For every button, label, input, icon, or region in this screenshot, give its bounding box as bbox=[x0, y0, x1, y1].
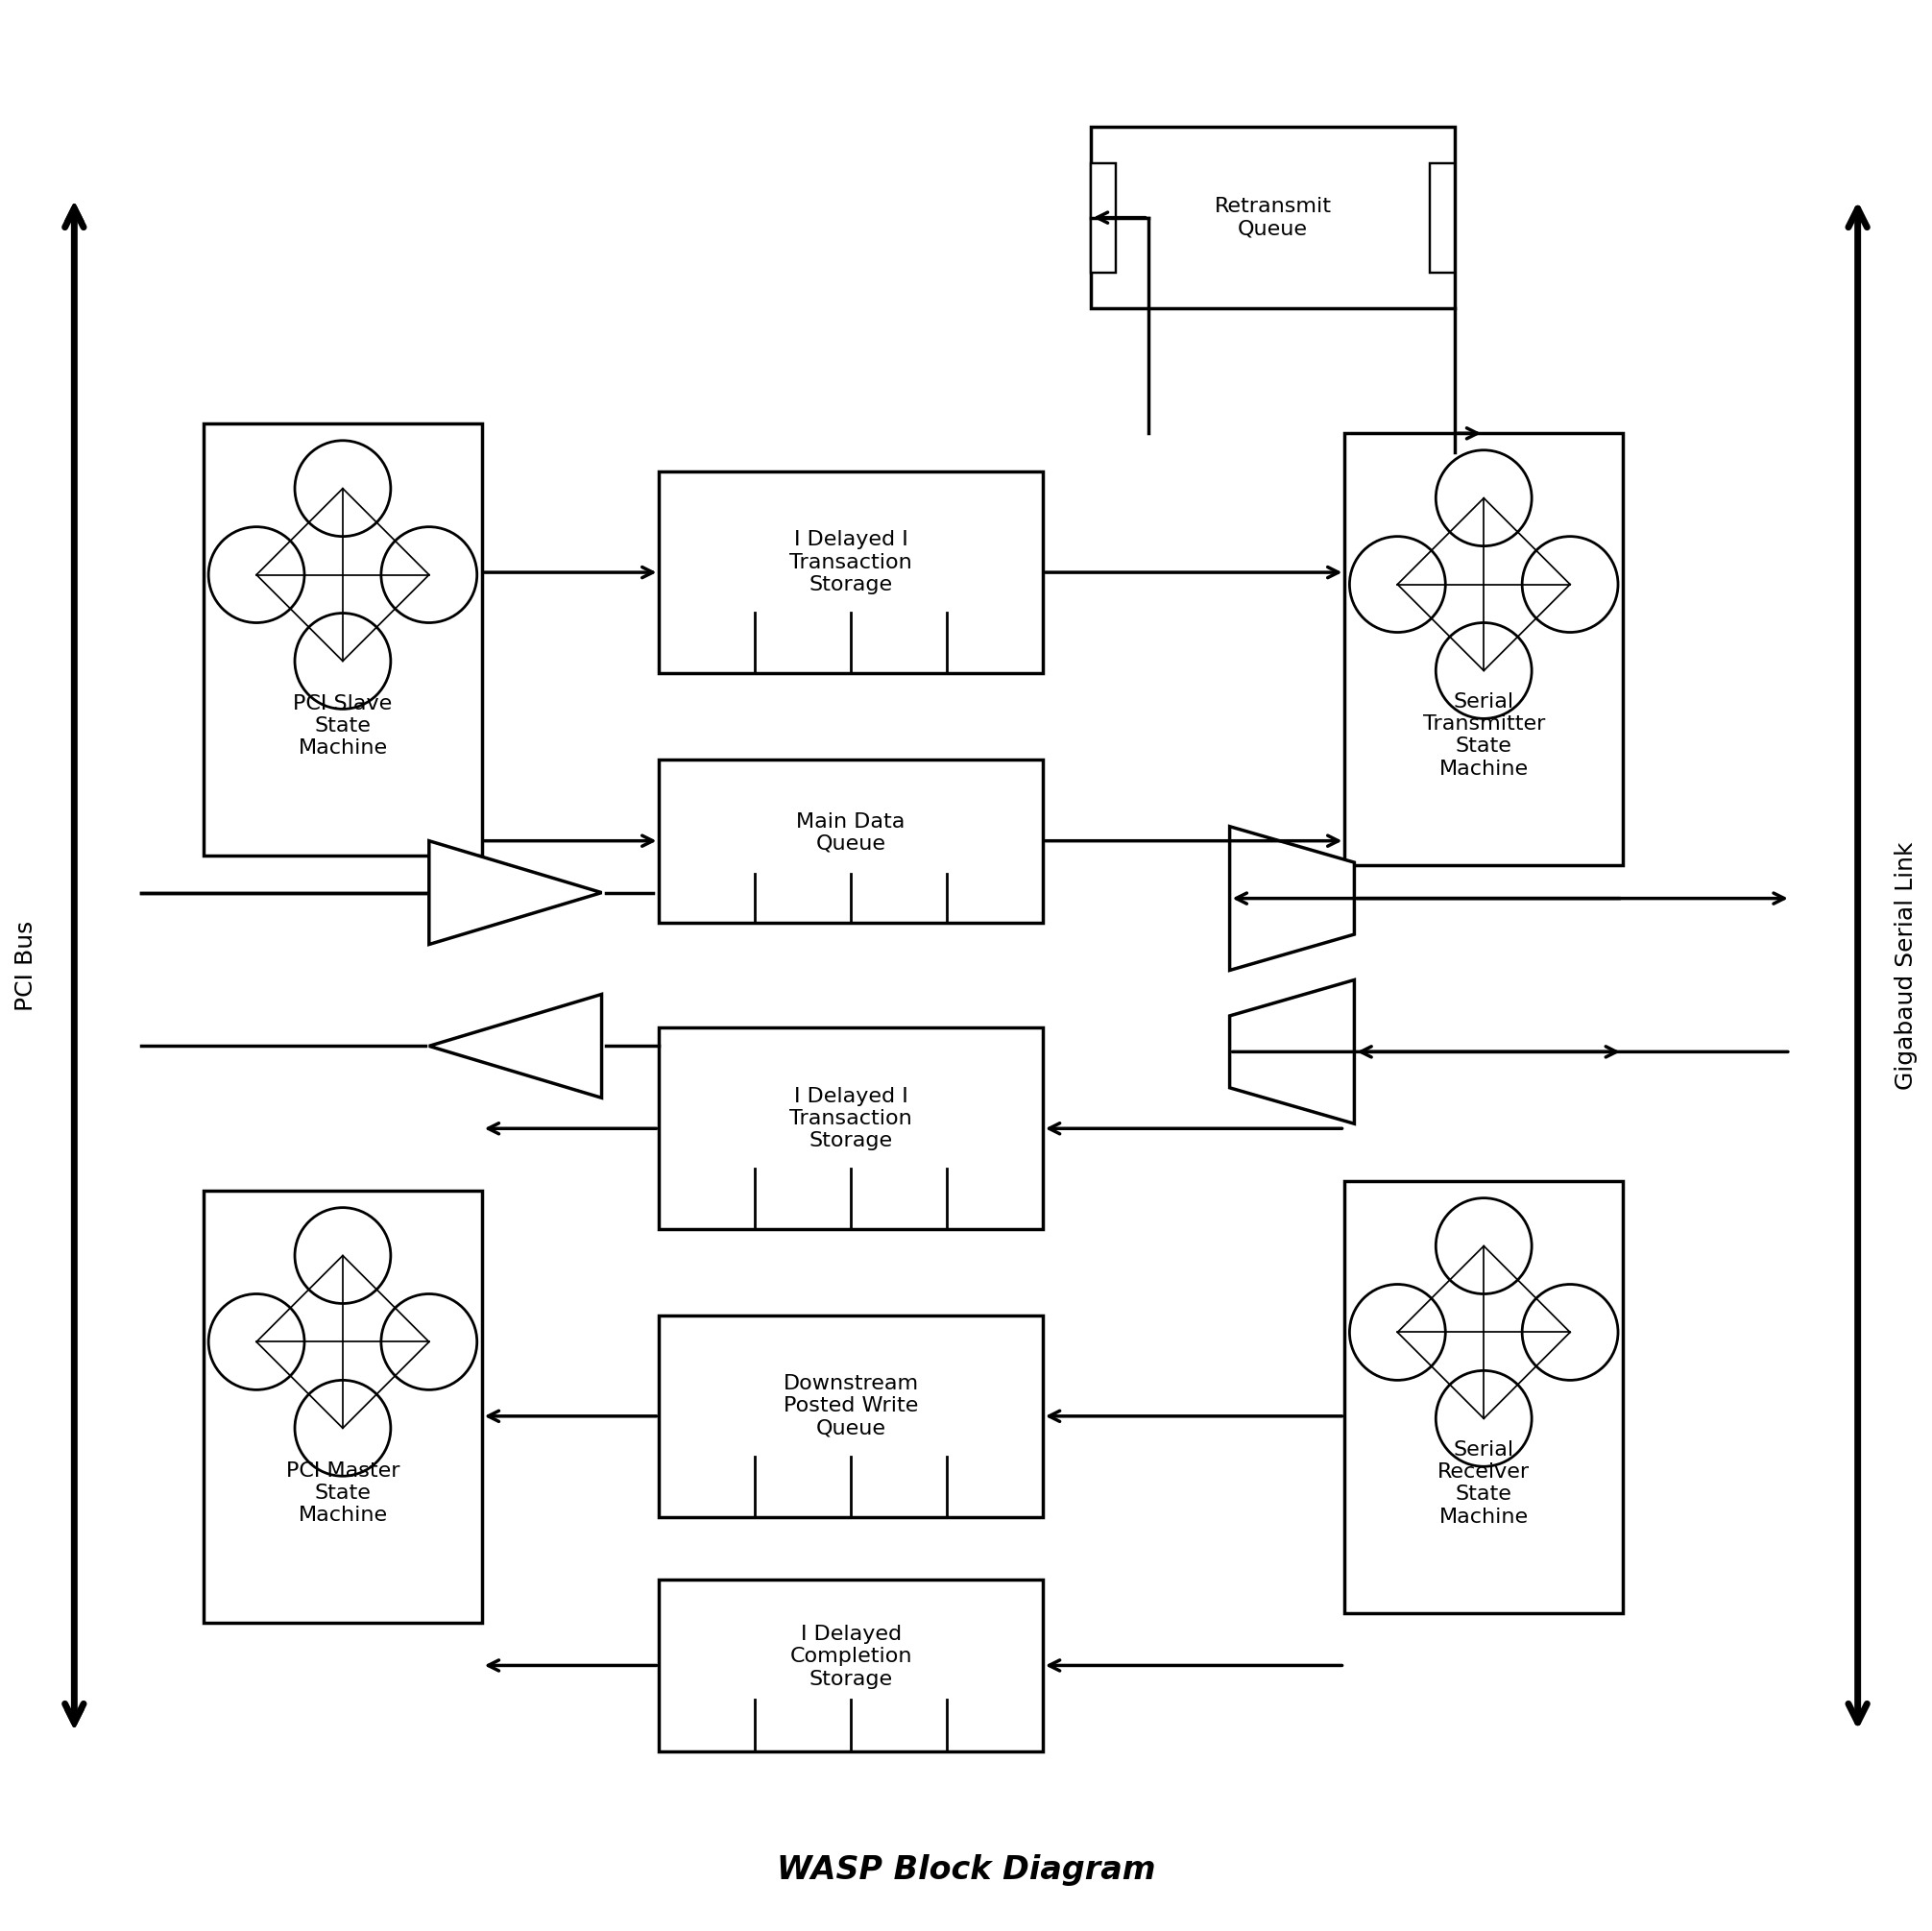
Circle shape bbox=[296, 1207, 390, 1303]
FancyBboxPatch shape bbox=[203, 1191, 481, 1622]
Circle shape bbox=[296, 614, 390, 709]
Bar bbox=[659, 1027, 1043, 1230]
Circle shape bbox=[1435, 1197, 1532, 1294]
Bar bbox=[659, 1580, 1043, 1751]
Text: Main Data
Queue: Main Data Queue bbox=[796, 811, 906, 854]
Circle shape bbox=[1435, 1371, 1532, 1466]
Polygon shape bbox=[429, 840, 601, 944]
FancyBboxPatch shape bbox=[1345, 1182, 1623, 1612]
Circle shape bbox=[209, 527, 305, 622]
Text: I Delayed
Completion
Storage: I Delayed Completion Storage bbox=[790, 1626, 912, 1690]
Bar bbox=[1092, 162, 1117, 272]
Circle shape bbox=[296, 440, 390, 537]
Circle shape bbox=[209, 1294, 305, 1390]
Circle shape bbox=[1435, 450, 1532, 546]
FancyBboxPatch shape bbox=[203, 423, 481, 855]
Circle shape bbox=[1435, 622, 1532, 718]
Text: Retransmit
Queue: Retransmit Queue bbox=[1213, 197, 1331, 238]
Circle shape bbox=[1522, 1284, 1617, 1381]
Text: Downstream
Posted Write
Queue: Downstream Posted Write Queue bbox=[782, 1375, 920, 1439]
Polygon shape bbox=[1229, 826, 1354, 969]
Text: I Delayed I
Transaction
Storage: I Delayed I Transaction Storage bbox=[790, 531, 912, 595]
Text: PCI Bus: PCI Bus bbox=[15, 921, 39, 1010]
Text: WASP Block Diagram: WASP Block Diagram bbox=[777, 1854, 1155, 1887]
Text: Serial
Receiver
State
Machine: Serial Receiver State Machine bbox=[1437, 1441, 1530, 1525]
Circle shape bbox=[381, 527, 477, 622]
Text: I Delayed I
Transaction
Storage: I Delayed I Transaction Storage bbox=[790, 1087, 912, 1151]
Circle shape bbox=[1350, 537, 1445, 631]
Text: Gigabaud Serial Link: Gigabaud Serial Link bbox=[1893, 842, 1917, 1089]
Circle shape bbox=[381, 1294, 477, 1390]
FancyBboxPatch shape bbox=[1345, 433, 1623, 865]
Circle shape bbox=[1522, 537, 1617, 631]
Text: PCI Slave
State
Machine: PCI Slave State Machine bbox=[294, 693, 392, 757]
Circle shape bbox=[1350, 1284, 1445, 1381]
Polygon shape bbox=[1229, 979, 1354, 1124]
Bar bbox=[659, 471, 1043, 674]
Text: Serial
Transmitter
State
Machine: Serial Transmitter State Machine bbox=[1422, 693, 1546, 778]
Bar bbox=[1430, 162, 1455, 272]
Bar bbox=[659, 759, 1043, 923]
Bar bbox=[659, 1315, 1043, 1518]
Polygon shape bbox=[429, 994, 601, 1099]
Text: PCI Master
State
Machine: PCI Master State Machine bbox=[286, 1462, 400, 1525]
Bar bbox=[1092, 127, 1455, 309]
Circle shape bbox=[296, 1381, 390, 1475]
